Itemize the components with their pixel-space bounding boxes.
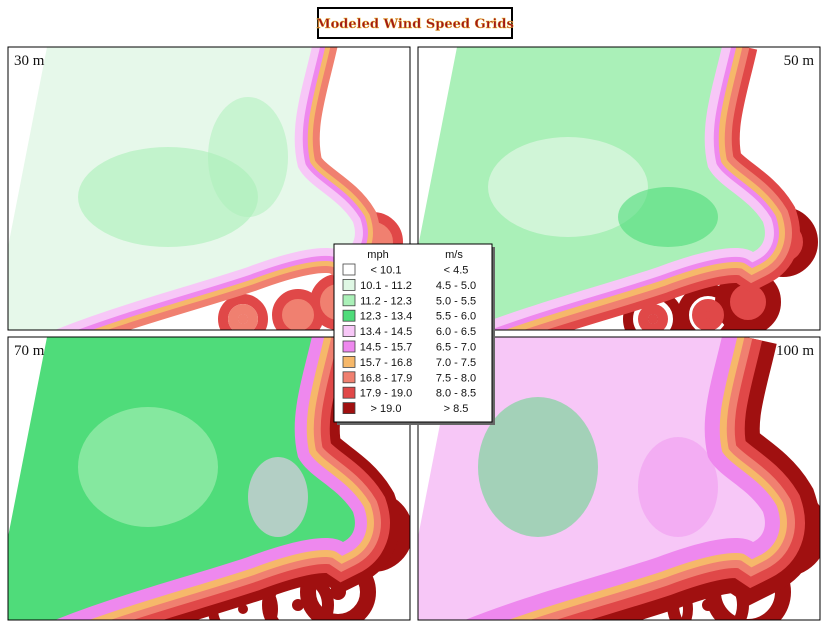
legend-ms: 5.0 - 5.5 [436,295,476,307]
legend-swatch [342,371,356,384]
title: Modeled Wind Speed Grids [316,17,514,32]
map-panel: 70 m [8,337,383,620]
legend: mph m/s < 10.1 < 4.5 10.1 - 11.2 4.5 - 5.0 11.… [342,249,476,415]
legend-swatch [342,340,356,353]
panel-label: 50 m [784,53,815,69]
legend-swatch [342,386,356,399]
legend-ms: 6.5 - 7.0 [436,342,476,354]
panel-border [7,336,411,621]
legend-header: m/s [445,249,463,261]
legend-mph: 17.9 - 19.0 [360,388,413,400]
legend-mph: 13.4 - 14.5 [360,326,413,338]
panel-label: 70 m [14,343,45,359]
map-panel: 30 m [8,47,383,330]
panel-border [417,336,821,621]
legend-box [333,243,493,423]
legend-swatch [342,325,356,338]
legend-ms: 5.5 - 6.0 [436,311,476,323]
legend-swatch [342,263,356,276]
title-box [317,7,513,39]
panel-label: 30 m [14,53,45,69]
legend-swatch [342,278,356,291]
legend-ms: 7.5 - 8.0 [436,372,476,384]
legend-mph: 15.7 - 16.8 [360,357,413,369]
legend-mph: 10.1 - 11.2 [360,280,412,292]
legend-ms: > 8.5 [444,403,469,415]
legend-mph: 14.5 - 15.7 [360,342,413,354]
panel-border [417,46,821,331]
map-panel: 100 m [418,337,814,620]
legend-header: mph [367,249,388,261]
legend-swatch [342,294,356,307]
map-panel: 50 m [418,47,815,330]
legend-swatch [342,355,356,368]
legend-mph: 16.8 - 17.9 [360,372,413,384]
legend-ms: 8.0 - 8.5 [436,388,476,400]
legend-swatch [342,309,356,322]
legend-swatch [342,402,356,415]
legend-ms: 4.5 - 5.0 [436,280,476,292]
legend-mph: 11.2 - 12.3 [360,295,412,307]
legend-ms: 6.0 - 6.5 [436,326,476,338]
legend-mph: < 10.1 [371,265,402,277]
legend-mph: 12.3 - 13.4 [360,311,413,323]
legend-mph: > 19.0 [371,403,402,415]
panel-border [7,46,411,331]
legend-ms: 7.0 - 7.5 [436,357,476,369]
legend-ms: < 4.5 [444,265,469,277]
panel-label: 100 m [776,343,814,359]
